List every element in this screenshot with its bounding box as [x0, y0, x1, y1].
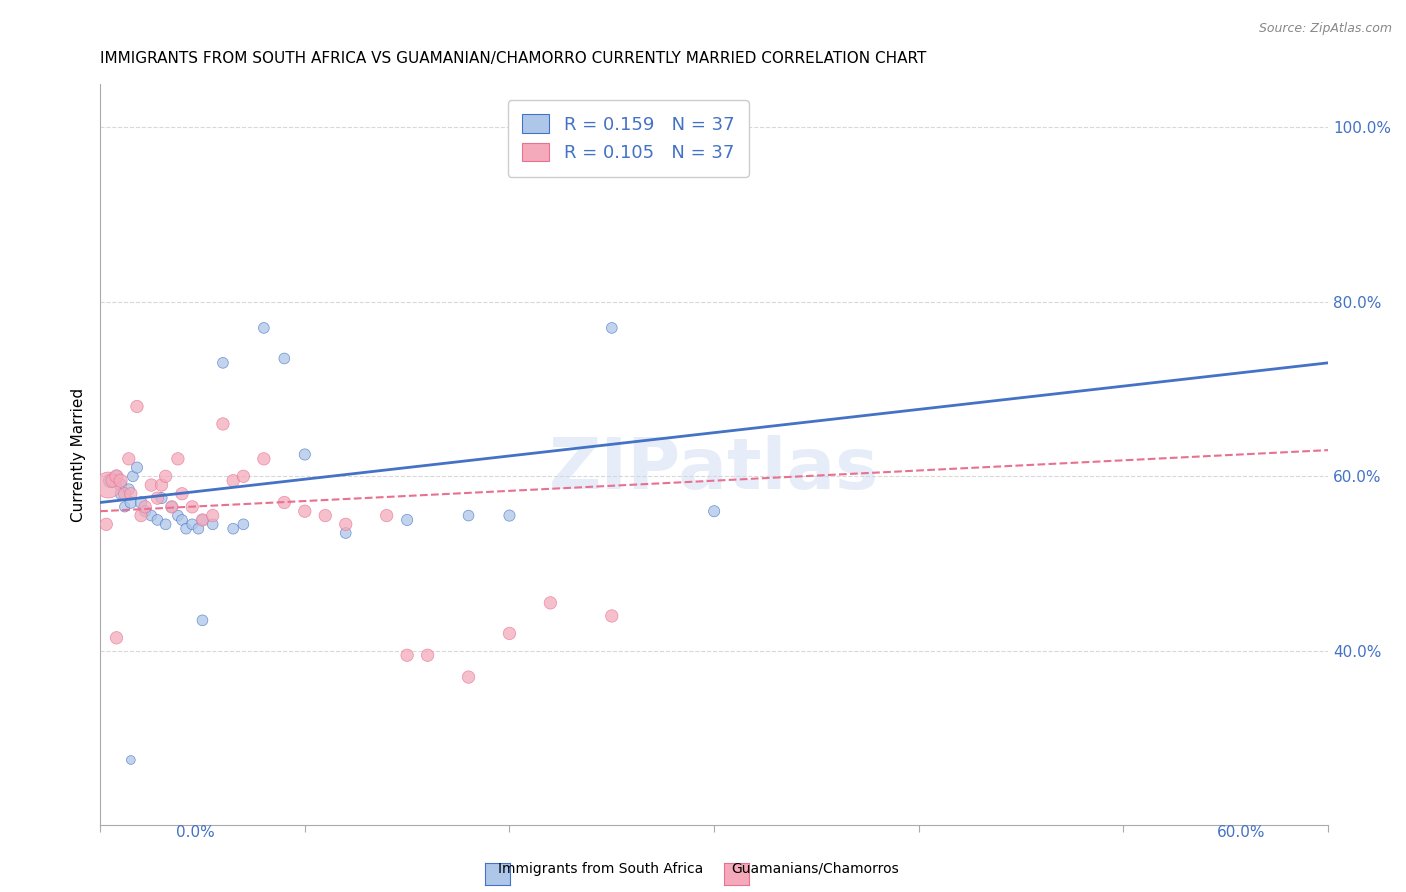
Point — [273, 351, 295, 366]
Point — [191, 513, 214, 527]
Point — [538, 596, 561, 610]
Point — [146, 513, 169, 527]
Point — [375, 508, 398, 523]
Text: ZIPatlas: ZIPatlas — [550, 434, 879, 504]
Point — [105, 469, 128, 483]
Point — [141, 478, 163, 492]
Point — [181, 517, 204, 532]
Point — [114, 487, 136, 501]
Point — [114, 500, 136, 514]
Point — [96, 517, 118, 532]
Point — [191, 513, 214, 527]
Point — [150, 478, 173, 492]
Point — [134, 504, 156, 518]
Point — [155, 469, 177, 483]
Point — [498, 508, 520, 523]
Point — [396, 513, 419, 527]
Point — [160, 500, 183, 514]
Point — [416, 648, 439, 663]
Point — [222, 474, 245, 488]
Point — [181, 500, 204, 514]
Point — [170, 487, 193, 501]
Point — [167, 451, 190, 466]
Point — [457, 670, 479, 684]
Text: Immigrants from South Africa: Immigrants from South Africa — [498, 862, 703, 876]
Point — [294, 448, 316, 462]
Point — [232, 517, 254, 532]
Point — [253, 451, 276, 466]
Point — [222, 522, 245, 536]
Point — [498, 626, 520, 640]
Point — [134, 500, 156, 514]
Point — [187, 522, 209, 536]
Point — [314, 508, 336, 523]
Legend: R = 0.159   N = 37, R = 0.105   N = 37: R = 0.159 N = 37, R = 0.105 N = 37 — [508, 100, 748, 177]
Text: Guamanians/Chamorros: Guamanians/Chamorros — [731, 862, 898, 876]
Point — [118, 451, 141, 466]
Point — [160, 500, 183, 514]
Point — [120, 753, 142, 767]
Point — [155, 517, 177, 532]
Point — [105, 469, 128, 483]
Point — [396, 648, 419, 663]
Point — [129, 508, 152, 523]
Point — [212, 356, 235, 370]
Point — [141, 508, 163, 523]
Y-axis label: Currently Married: Currently Married — [72, 387, 86, 522]
Point — [273, 495, 295, 509]
Point — [201, 508, 224, 523]
Point — [150, 491, 173, 505]
Point — [174, 522, 197, 536]
Point — [98, 474, 121, 488]
Point — [122, 469, 145, 483]
Point — [201, 517, 224, 532]
Point — [253, 321, 276, 335]
Point — [457, 508, 479, 523]
Point — [703, 504, 725, 518]
Point — [110, 474, 132, 488]
Text: 60.0%: 60.0% — [1218, 825, 1265, 840]
Point — [170, 513, 193, 527]
Point — [335, 526, 357, 541]
Point — [125, 460, 148, 475]
Point — [97, 478, 120, 492]
Point — [232, 469, 254, 483]
Point — [101, 474, 124, 488]
Point — [110, 487, 132, 501]
Point — [110, 478, 132, 492]
Text: IMMIGRANTS FROM SOUTH AFRICA VS GUAMANIAN/CHAMORRO CURRENTLY MARRIED CORRELATION: IMMIGRANTS FROM SOUTH AFRICA VS GUAMANIA… — [100, 51, 927, 66]
Text: 0.0%: 0.0% — [176, 825, 215, 840]
Text: Source: ZipAtlas.com: Source: ZipAtlas.com — [1258, 22, 1392, 36]
Point — [167, 508, 190, 523]
Point — [335, 517, 357, 532]
Point — [105, 631, 128, 645]
Point — [125, 400, 148, 414]
Point — [600, 609, 623, 624]
Point — [120, 487, 142, 501]
Point — [118, 483, 141, 497]
Point — [294, 504, 316, 518]
Point — [212, 417, 235, 431]
Point — [129, 495, 152, 509]
Point — [600, 321, 623, 335]
Point — [120, 495, 142, 509]
Point — [146, 491, 169, 505]
Point — [191, 613, 214, 627]
